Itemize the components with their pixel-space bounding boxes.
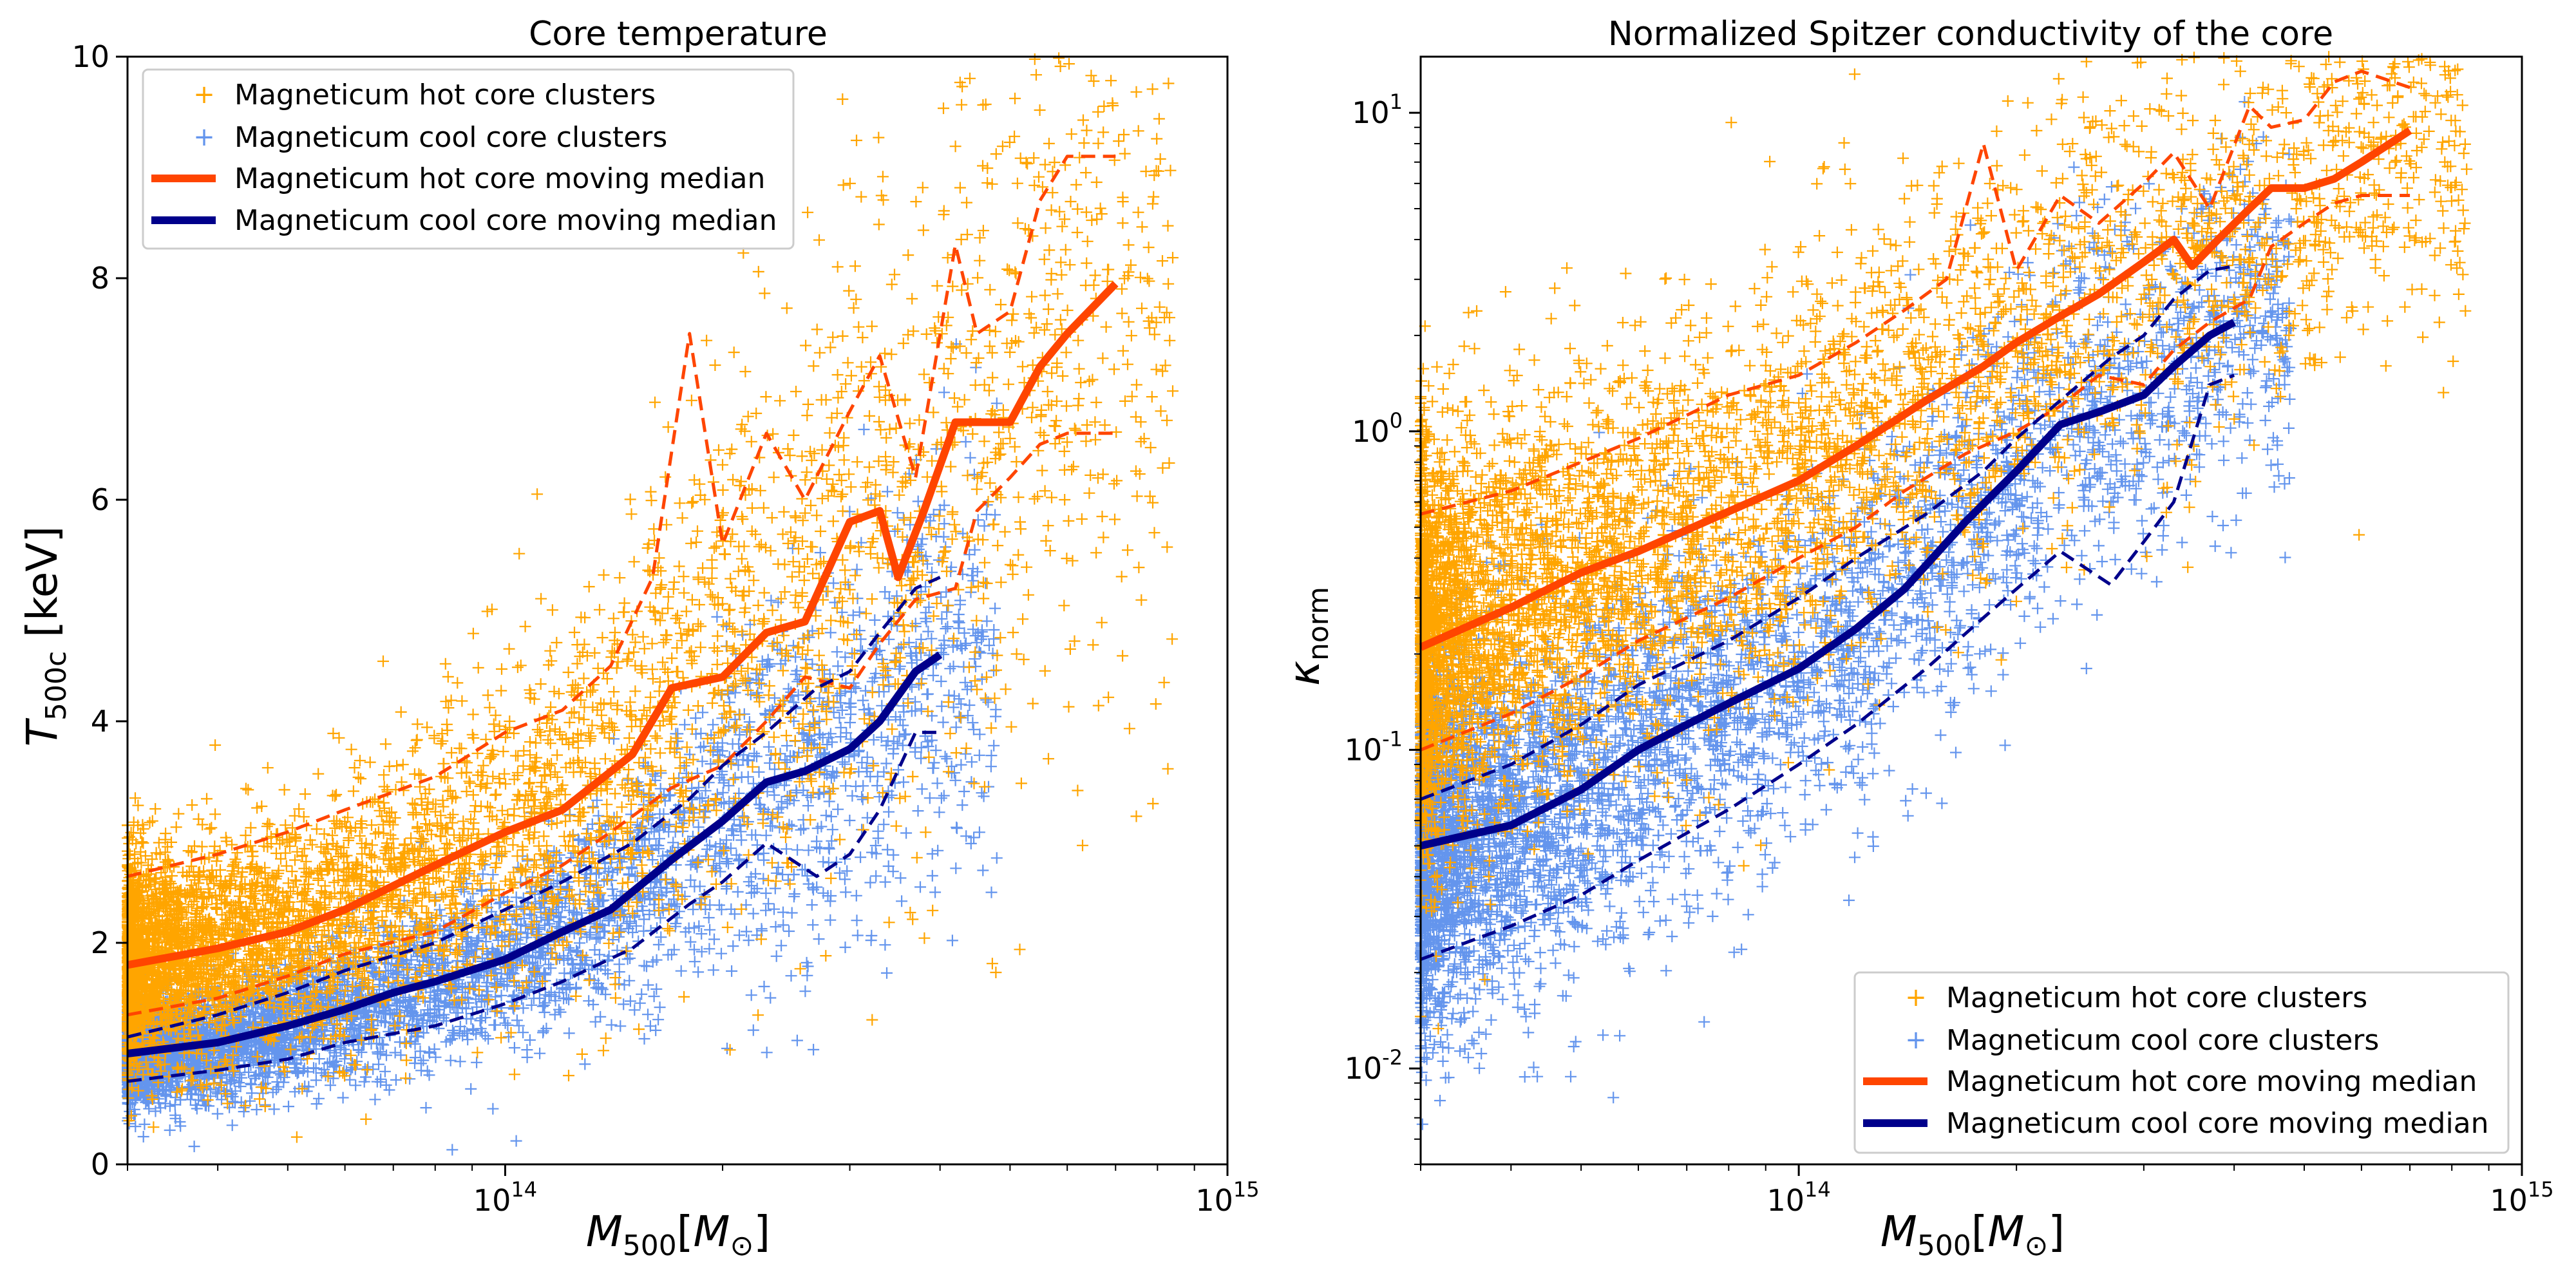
plot-frame — [1419, 55, 2523, 1166]
hot-core-moving-median-line — [1419, 127, 2412, 651]
legend-right: + Magneticum hot core clusters + Magneti… — [1853, 971, 2510, 1154]
legend-label-right-0: Magneticum hot core clusters — [1946, 981, 2367, 1014]
legend-cool-marker-left: + — [193, 122, 215, 152]
y-tick-label: 2 — [91, 925, 109, 960]
cool-core-percentile-line — [127, 576, 941, 1039]
y-tick-label: 4 — [91, 704, 109, 739]
legend-left: + Magneticum hot core clusters + Magneti… — [142, 68, 795, 250]
legend-label-right-1: Magneticum cool core clusters — [1946, 1024, 2379, 1057]
x-axis-label-right: M500[M⊙] — [1880, 1207, 2065, 1262]
hot-core-percentile-line — [1420, 194, 2410, 752]
cool-core-moving-median-line — [127, 651, 943, 1057]
y-tick-label: 6 — [91, 482, 109, 517]
median-lines-right — [1419, 70, 2412, 961]
legend-label-left-1: Magneticum cool core clusters — [234, 121, 667, 154]
hot-core-percentile-line — [127, 155, 1116, 878]
cool-core-percentile-line — [1420, 374, 2235, 961]
legend-box-right — [1853, 971, 2510, 1154]
legend-label-right-2: Magneticum hot core moving median — [1946, 1065, 2477, 1098]
legend-box-left — [142, 68, 795, 250]
legend-hot-marker-left: + — [193, 80, 215, 109]
y-axis-label-left: T500c [keV] — [17, 526, 73, 747]
x-axis-label-left: M500[M⊙] — [586, 1207, 770, 1262]
plot-frame — [126, 55, 1229, 1166]
legend-label-left-3: Magneticum cool core moving median — [234, 204, 777, 237]
cool-core-moving-median-line — [1419, 319, 2237, 850]
legend-cool-marker-right: + — [1905, 1025, 1927, 1055]
legend-label-left-2: Magneticum hot core moving median — [234, 162, 765, 195]
legend-label-left-0: Magneticum hot core clusters — [234, 79, 656, 111]
y-tick-label: 8 — [91, 261, 109, 296]
y-tick-label: 10 — [71, 39, 109, 74]
hot-core-moving-median-line — [126, 281, 1119, 969]
legend-label-right-3: Magneticum cool core moving median — [1946, 1107, 2489, 1140]
y-axis-label-right: κnorm — [1280, 587, 1335, 686]
hot-core-percentile-line — [127, 431, 1116, 1017]
y-tick-label: 0 — [91, 1147, 109, 1182]
cool-core-percentile-line — [127, 730, 940, 1083]
median-lines-left — [126, 155, 1119, 1083]
chart-title-right: Normalized Spitzer conductivity of the c… — [1608, 15, 2333, 53]
chart-title-left: Core temperature — [529, 15, 828, 53]
legend-hot-marker-right: + — [1905, 983, 1927, 1012]
cool-core-percentile-line — [1420, 264, 2235, 801]
